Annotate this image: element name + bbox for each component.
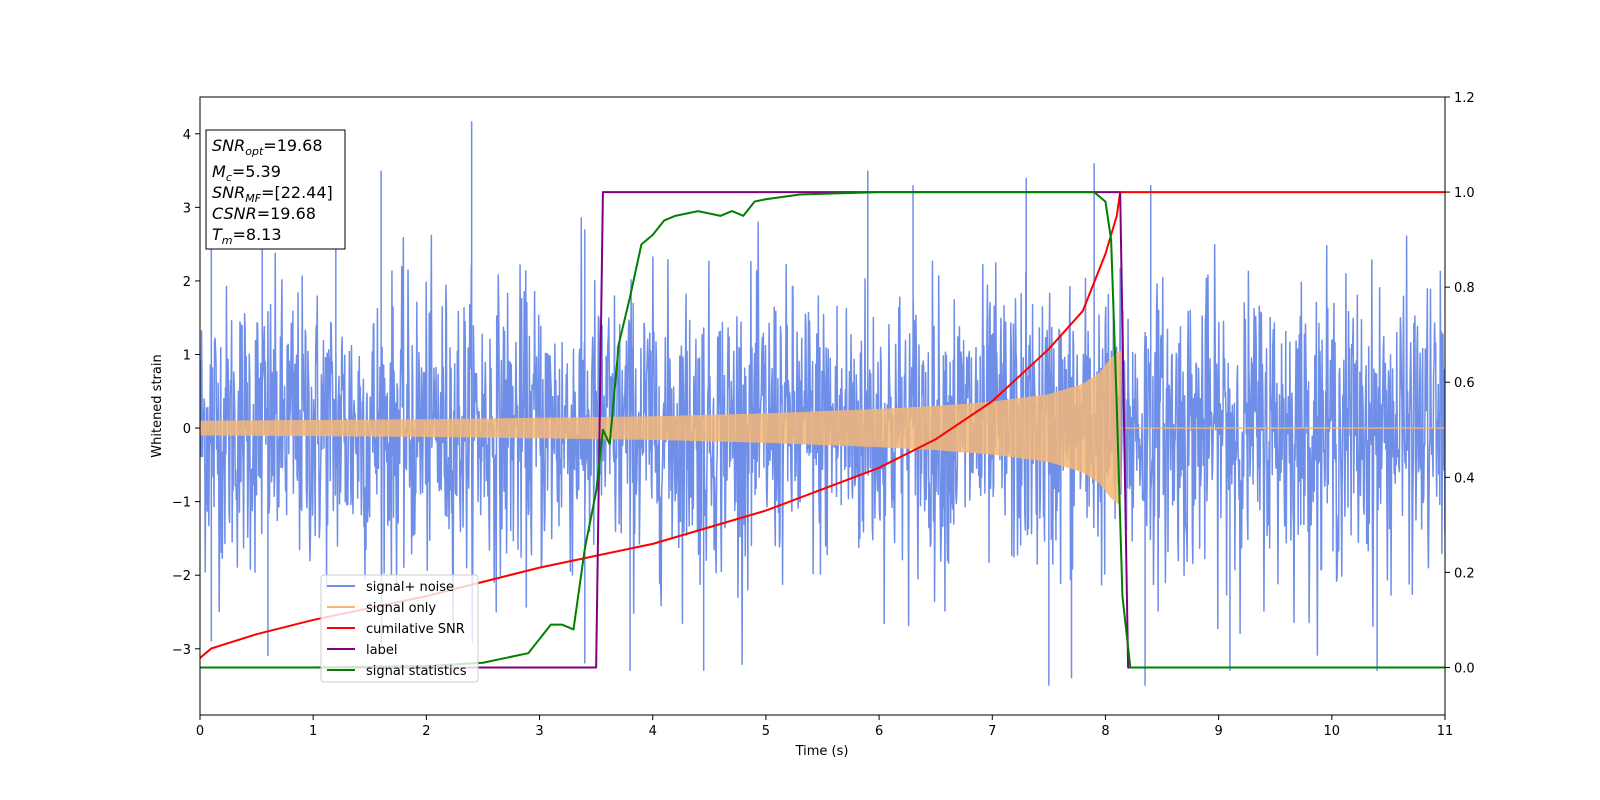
y-left-tick-label: 1 [183, 349, 191, 364]
y-right-tick-label: 0.8 [1454, 281, 1475, 296]
y-right-tick-label: 0.4 [1454, 471, 1475, 486]
y-left-tick-label: 0 [183, 422, 191, 437]
y-left-tick-label: −2 [172, 569, 191, 584]
legend-label: signal+ noise [366, 580, 454, 595]
annotation-line: CSNR=19.68 [212, 204, 316, 223]
annotation-frame [205, 129, 346, 250]
annotation-line: SNRopt=19.68 [212, 136, 323, 158]
x-tick-label: 10 [1324, 724, 1341, 739]
x-tick-label: 11 [1437, 724, 1454, 739]
series-signal-statistics [200, 191, 1445, 669]
signal-only-line [200, 350, 1445, 506]
x-tick-label: 8 [1101, 724, 1109, 739]
y-axis-label: Whitened strain [150, 354, 165, 457]
legend: signal+ noise signal only cumilative SNR la… [320, 574, 479, 683]
x-tick-label: 9 [1214, 724, 1222, 739]
series-cumilative-snr [200, 191, 1445, 659]
legend-frame [320, 574, 479, 683]
y-left-tick-label: 3 [183, 201, 191, 216]
x-axis-label: Time (s) [795, 744, 849, 759]
x-tick-label: 4 [649, 724, 657, 739]
y-left-tick-label: −1 [172, 496, 191, 511]
legend-label: label [366, 643, 397, 658]
annotation-line: SNRMF=[22.44] [212, 183, 333, 205]
legend-label: signal only [366, 601, 436, 616]
y-left-tick-label: −3 [172, 643, 191, 658]
x-tick-label: 2 [422, 724, 430, 739]
series-signal-only [200, 350, 1445, 506]
x-tick-label: 0 [196, 724, 204, 739]
legend-label: cumilative SNR [366, 622, 465, 637]
x-tick-label: 5 [762, 724, 770, 739]
y-right-tick-label: 1.0 [1454, 186, 1475, 201]
annotation-line: Mc=5.39 [212, 162, 281, 184]
y-right-tick-label: 1.2 [1454, 91, 1475, 106]
x-tick-label: 3 [535, 724, 543, 739]
legend-label: signal statistics [366, 664, 467, 679]
y-right-tick-label: 0.6 [1454, 376, 1475, 391]
x-tick-label: 6 [875, 724, 883, 739]
y-left-tick-label: 2 [183, 275, 191, 290]
annotation-box: SNRopt=19.68 Mc=5.39SNRMF=[22.44]CSNR=19.… [205, 129, 346, 250]
annotation-line: Tm=8.13 [212, 225, 282, 247]
plot-frame [199, 96, 1446, 716]
y-right-tick-label: 0.2 [1454, 566, 1475, 581]
x-tick-label: 1 [309, 724, 317, 739]
y-right-tick-label: 0.0 [1454, 661, 1475, 676]
y-left-tick-label: 4 [183, 128, 191, 143]
x-tick-label: 7 [988, 724, 996, 739]
